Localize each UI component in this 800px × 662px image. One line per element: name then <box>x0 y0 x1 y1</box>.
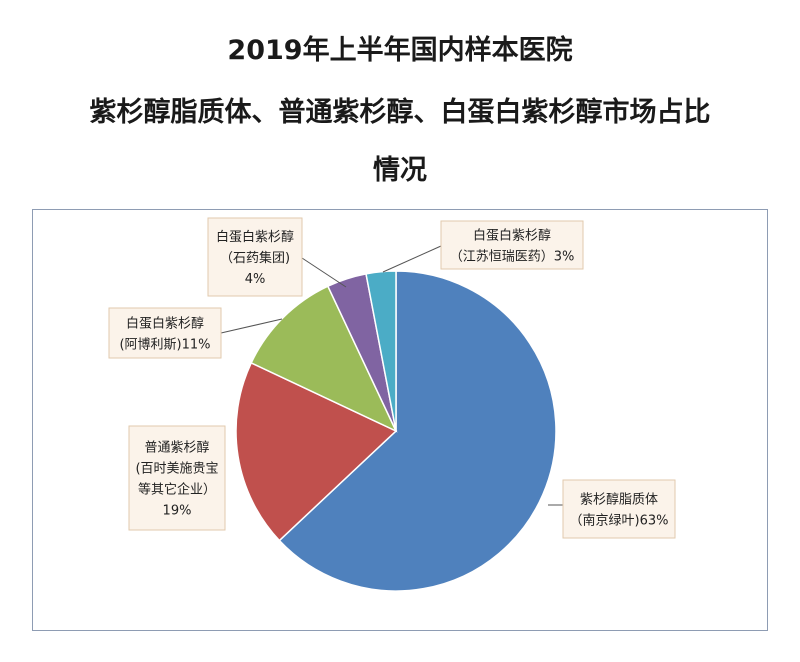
label-box <box>128 425 226 531</box>
slice-regular-paclitaxel <box>235 361 398 542</box>
label-box <box>440 220 584 270</box>
data-label-text: 普通紫杉醇 <box>144 440 209 456</box>
data-label-text: （南京绿叶)63% <box>570 513 669 529</box>
label-albumin-abraxis: 白蛋白紫杉醇 (阿博利斯)11% <box>108 307 222 359</box>
chart-title-line-3: 情况 <box>373 155 427 186</box>
leader-line <box>382 245 442 273</box>
data-label-text: 白蛋白紫杉醇 <box>473 228 551 244</box>
label-box <box>207 217 303 297</box>
data-label-text: 等其它企业） <box>138 482 216 498</box>
leader-line <box>220 318 283 334</box>
data-label-text: 白蛋白紫杉醇 <box>126 316 204 332</box>
data-label-text: （江苏恒瑞医药）3% <box>450 249 575 265</box>
label-albumin-cspc: 白蛋白紫杉醇 （石药集团) 4% <box>207 217 303 297</box>
chart-title-line-1: 2019年上半年国内样本医院 <box>227 35 573 66</box>
data-label-text: 白蛋白紫杉醇 <box>216 229 294 245</box>
leader-line <box>301 257 347 288</box>
data-label-text: 19% <box>163 504 192 519</box>
data-label-text: 4% <box>245 272 266 287</box>
data-label-text: 紫杉醇脂质体 <box>580 492 658 508</box>
data-label-text: (阿博利斯)11% <box>119 338 210 353</box>
slice-liposome <box>278 270 557 592</box>
slice-albumin-hengrui <box>365 270 397 432</box>
label-albumin-hengrui: 白蛋白紫杉醇 （江苏恒瑞医药）3% <box>440 220 584 270</box>
slice-albumin-abraxis <box>250 285 398 433</box>
data-label-text: （石药集团) <box>220 250 290 266</box>
data-label-text: (百时美施贵宝 <box>135 462 218 477</box>
label-box <box>562 479 676 539</box>
chart-title-line-2: 紫杉醇脂质体、普通紫杉醇、白蛋白紫杉醇市场占比 <box>89 97 711 128</box>
label-box <box>108 307 222 359</box>
label-liposome: 紫杉醇脂质体 （南京绿叶)63% <box>562 479 676 539</box>
